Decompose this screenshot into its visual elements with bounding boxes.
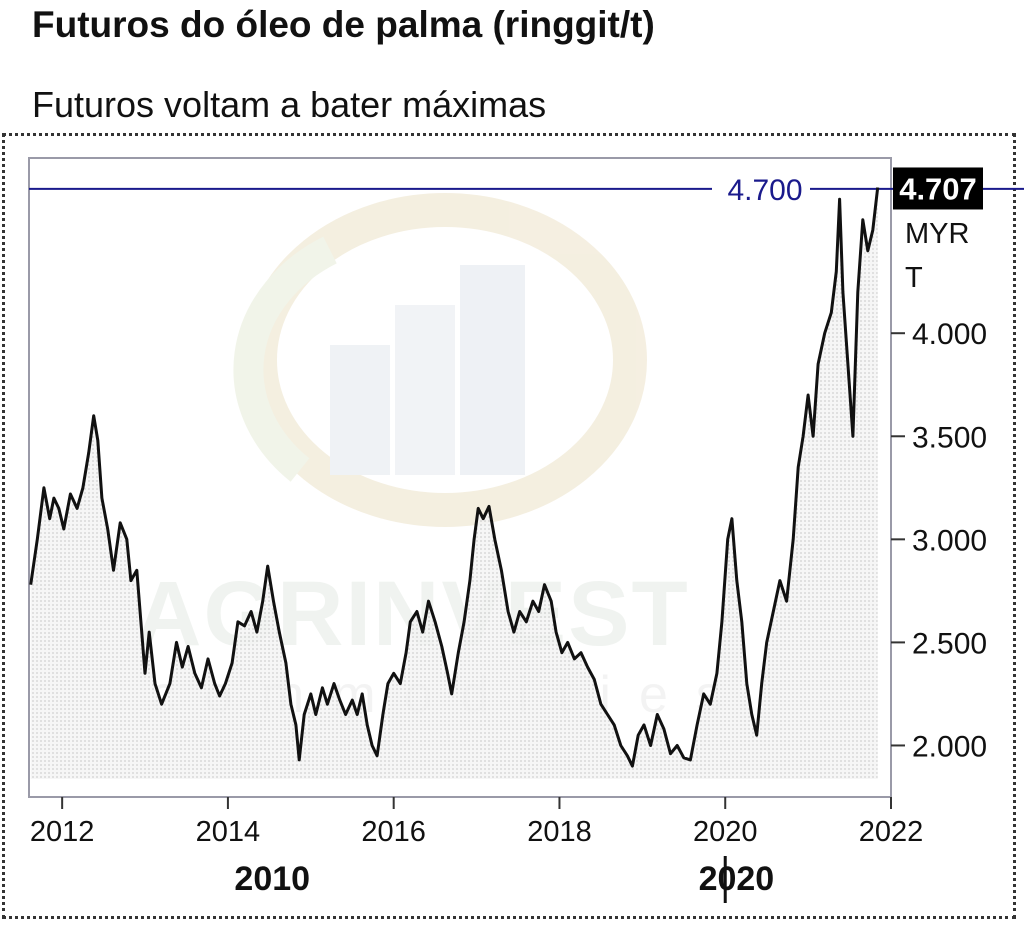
y-tick-label: 2.500 [912, 627, 987, 660]
y-tick-label: 3.000 [912, 524, 987, 557]
y-tick-label: 4.000 [912, 318, 987, 351]
last-value-label: 4.707 [899, 171, 977, 206]
plot-area: 4.700 [28, 157, 893, 798]
decade-label: 2010 [234, 860, 310, 898]
series-line [29, 187, 880, 768]
y-tick-label: 2.000 [912, 730, 987, 763]
x-tick-label: 2018 [527, 816, 592, 848]
unit-label-2: T [905, 262, 923, 294]
logo-bar-2 [395, 305, 455, 475]
plot-border [28, 157, 892, 798]
reference-line-label: 4.700 [727, 174, 802, 207]
chart-title: Futuros do óleo de palma (ringgit/t) [32, 4, 655, 45]
series-area [30, 187, 878, 779]
x-tick-label: 2012 [30, 816, 95, 848]
logo-bar-1 [330, 345, 390, 475]
last-value-box [893, 167, 983, 210]
axes: PriceMYRT4.7072.0002.5003.0003.5004.0002… [30, 164, 1024, 903]
chart-frame [2, 133, 1016, 919]
y-tick-label: 3.500 [912, 421, 987, 454]
logo-bar-3 [460, 265, 525, 475]
chart-subtitle: Futuros voltam a bater máximas [32, 84, 547, 125]
x-tick-label: 2014 [196, 816, 261, 848]
x-tick-label: 2020 [693, 816, 758, 848]
unit-label-1: MYR [905, 218, 969, 250]
decade-label: 2020 [699, 860, 775, 898]
x-tick-label: 2016 [361, 816, 426, 848]
x-tick-label: 2022 [859, 816, 924, 848]
logo-ring-left [233, 236, 337, 482]
